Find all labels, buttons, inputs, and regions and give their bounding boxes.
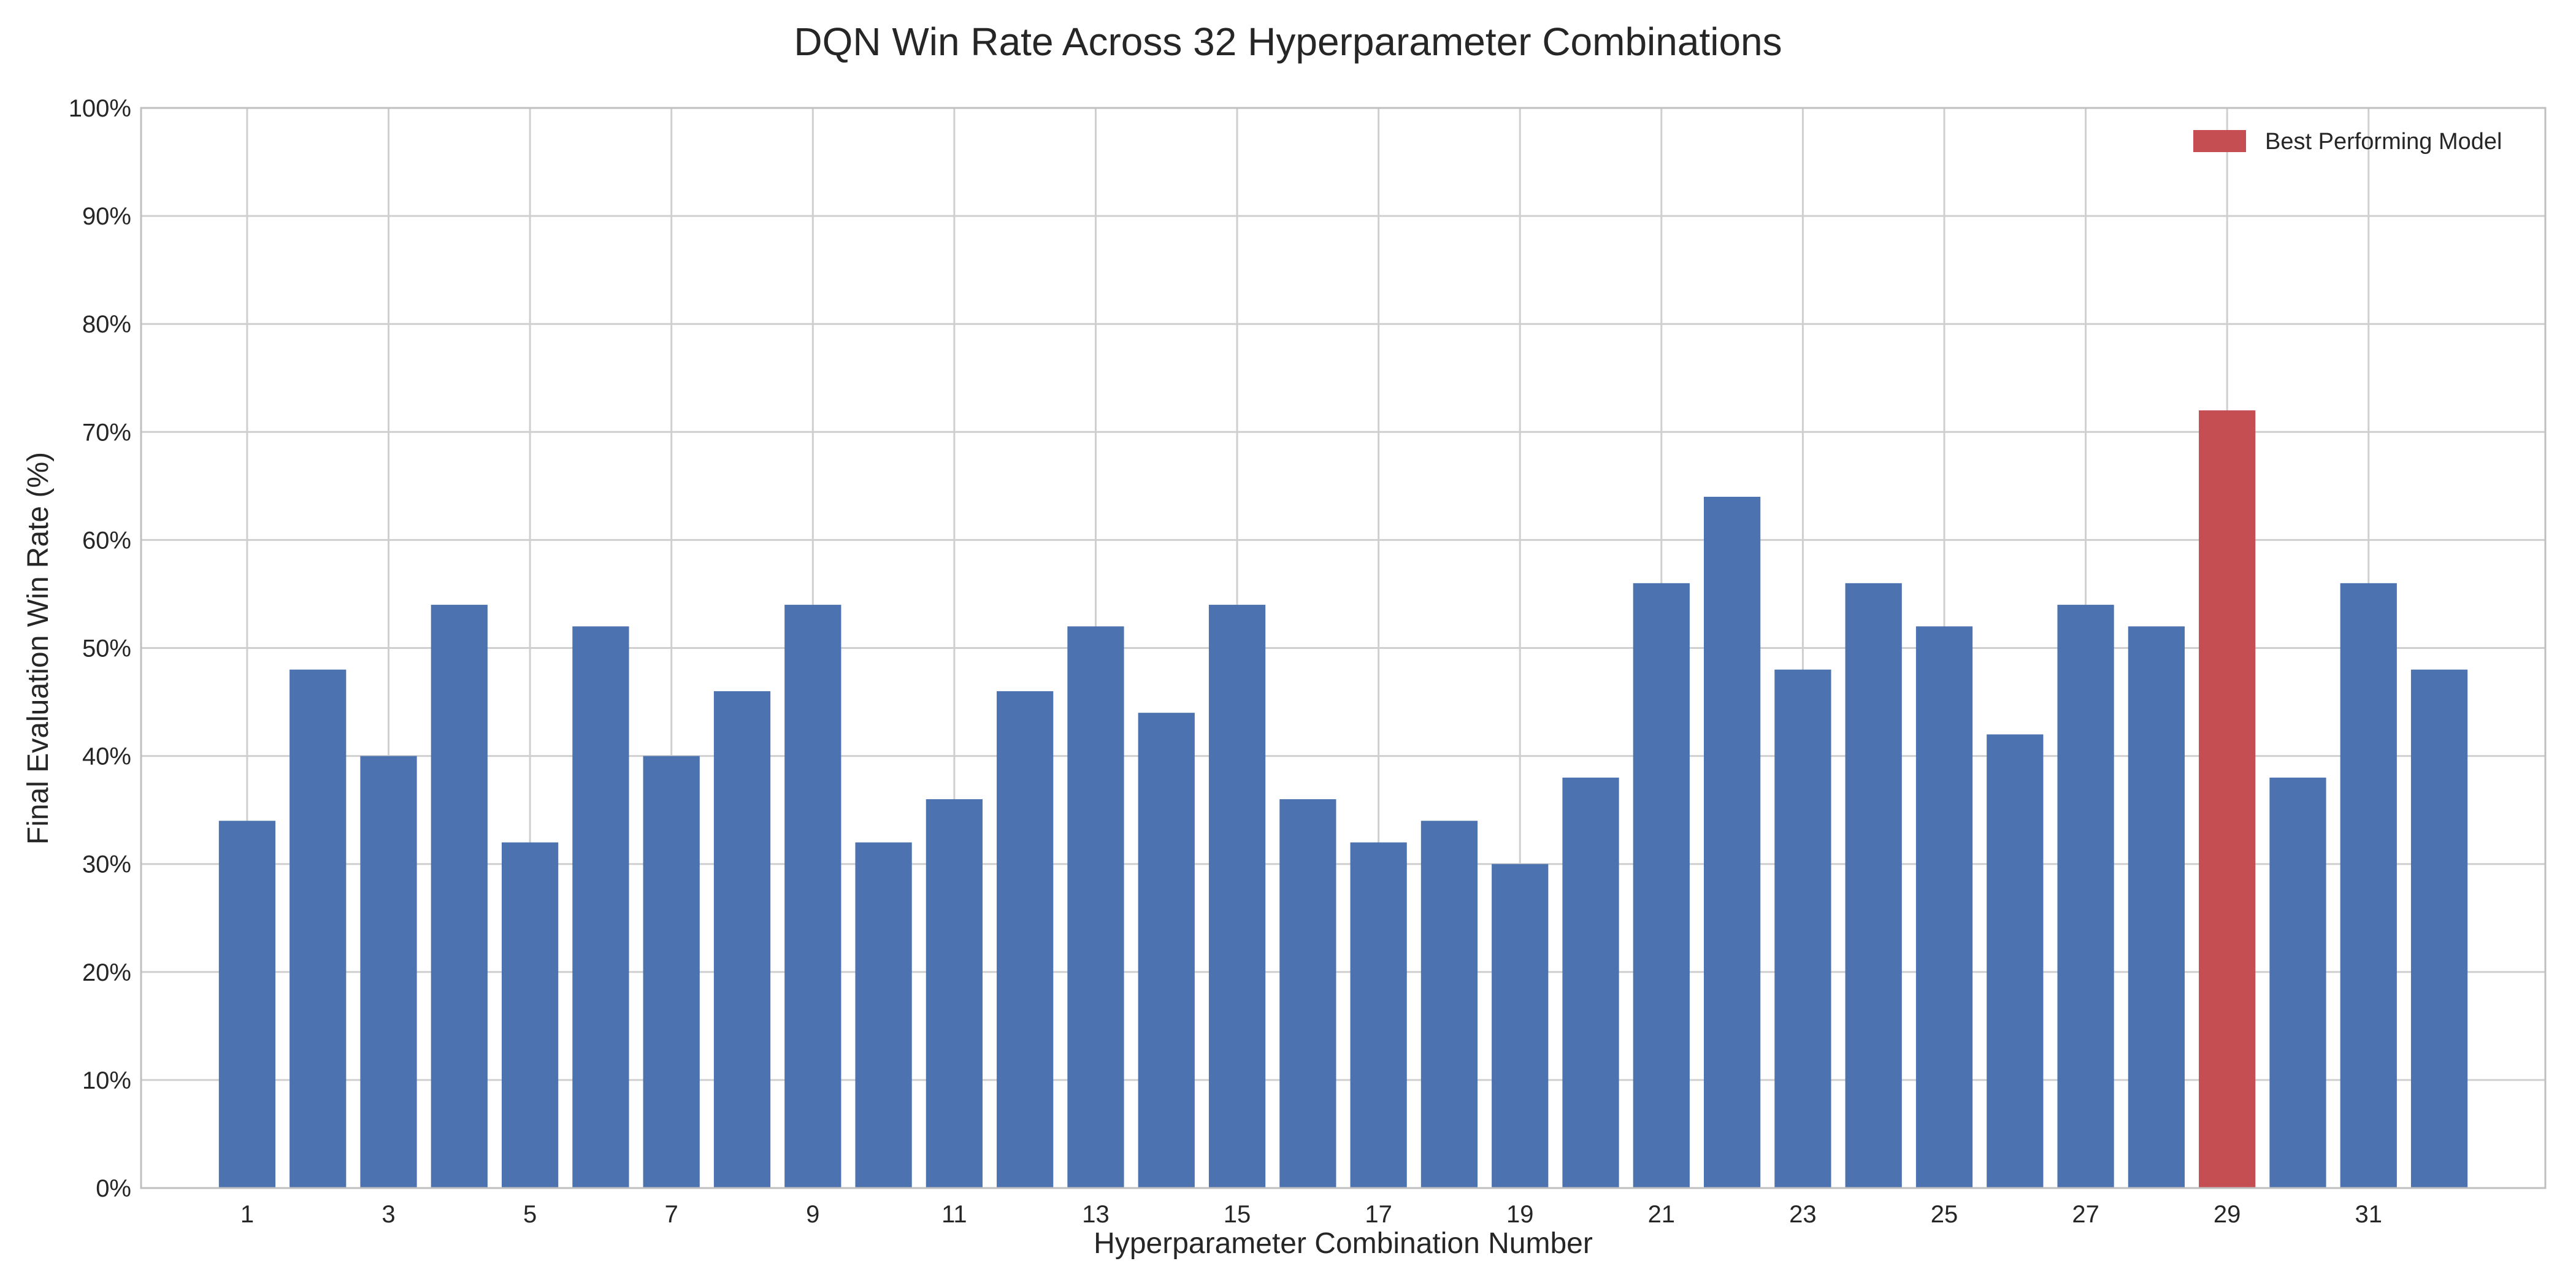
plot-frame — [140, 107, 2547, 1189]
bar-combination-32 — [2410, 669, 2468, 1188]
bar-combination-30 — [2269, 777, 2326, 1188]
bar-combination-6 — [572, 626, 629, 1188]
bar-combination-5 — [502, 842, 559, 1188]
x-tick-label: 21 — [1648, 1201, 1676, 1228]
x-axis-label: Hyperparameter Combination Number — [1094, 1227, 1593, 1260]
x-tick-label: 17 — [1365, 1201, 1392, 1228]
legend-swatch — [2193, 130, 2246, 152]
y-tick-label: 50% — [82, 635, 131, 662]
x-tick-label: 29 — [2214, 1201, 2241, 1228]
bar-combination-3 — [360, 756, 417, 1188]
x-tick-labels: 1 3 5 7 9 11 13 15 17 19 21 23 25 27 29 31 — [240, 1201, 2382, 1228]
bar-combination-16 — [1279, 799, 1336, 1188]
legend-label: Best Performing Model — [2265, 129, 2502, 155]
bar-combination-21 — [1633, 583, 1690, 1188]
bar-combination-1 — [218, 821, 276, 1188]
legend: Best Performing Model — [2193, 129, 2502, 155]
x-tick-label: 31 — [2355, 1201, 2383, 1228]
bar-combination-28 — [2128, 626, 2185, 1188]
x-tick-label: 13 — [1082, 1201, 1110, 1228]
bar-combination-26 — [1987, 734, 2044, 1188]
bar-combination-31 — [2340, 583, 2397, 1188]
x-tick-label: 1 — [240, 1201, 254, 1228]
x-tick-label: 11 — [941, 1201, 967, 1228]
x-tick-label: 3 — [381, 1201, 395, 1228]
bar-combination-27 — [2057, 605, 2114, 1188]
y-tick-label: 100% — [69, 95, 131, 122]
bar-combination-24 — [1845, 583, 1902, 1188]
y-tick-label: 10% — [82, 1067, 131, 1094]
x-tick-label: 15 — [1224, 1201, 1251, 1228]
bar-combination-2 — [289, 669, 347, 1188]
bar-combination-19 — [1492, 864, 1549, 1188]
bar-combination-8 — [713, 691, 771, 1188]
bar-combination-14 — [1138, 713, 1195, 1188]
y-tick-label: 30% — [82, 851, 131, 878]
bar-combination-23 — [1774, 669, 1831, 1188]
x-tick-label: 9 — [806, 1201, 819, 1228]
x-tick-label: 25 — [1931, 1201, 1958, 1228]
x-tick-label: 19 — [1506, 1201, 1534, 1228]
y-tick-label: 90% — [82, 203, 131, 230]
y-tick-labels: 0% 10% 20% 30% 40% 50% 60% 70% 80% 90% 100% — [69, 95, 131, 1202]
bar-combination-13 — [1067, 626, 1124, 1188]
y-tick-label: 40% — [82, 743, 131, 770]
chart-title: DQN Win Rate Across 32 Hyperparameter Co… — [794, 20, 1782, 64]
y-tick-label: 0% — [96, 1175, 131, 1202]
y-tick-label: 20% — [82, 959, 131, 986]
bar-combination-15 — [1208, 605, 1266, 1188]
bars — [218, 410, 2468, 1189]
x-tick-label: 5 — [523, 1201, 537, 1228]
y-axis-label: Final Evaluation Win Rate (%) — [22, 452, 55, 845]
bar-combination-12 — [997, 691, 1054, 1188]
bar-combination-17 — [1350, 842, 1407, 1188]
bar-combination-10 — [855, 842, 912, 1188]
x-tick-label: 23 — [1789, 1201, 1817, 1228]
bar-combination-4 — [431, 605, 488, 1188]
bar-combination-11 — [926, 799, 983, 1188]
bar-combination-22 — [1704, 496, 1761, 1189]
bar-combination-25 — [1915, 626, 1973, 1188]
bar-combination-7 — [643, 756, 700, 1188]
x-tick-label: 27 — [2072, 1201, 2099, 1228]
y-tick-label: 60% — [82, 527, 131, 554]
bar-combination-20 — [1562, 777, 1619, 1188]
y-tick-label: 70% — [82, 419, 131, 446]
x-tick-label: 7 — [665, 1201, 678, 1228]
y-tick-label: 80% — [82, 311, 131, 338]
bar-combination-29 — [2199, 410, 2256, 1188]
bar-combination-18 — [1420, 821, 1478, 1188]
bar-combination-9 — [784, 605, 841, 1188]
